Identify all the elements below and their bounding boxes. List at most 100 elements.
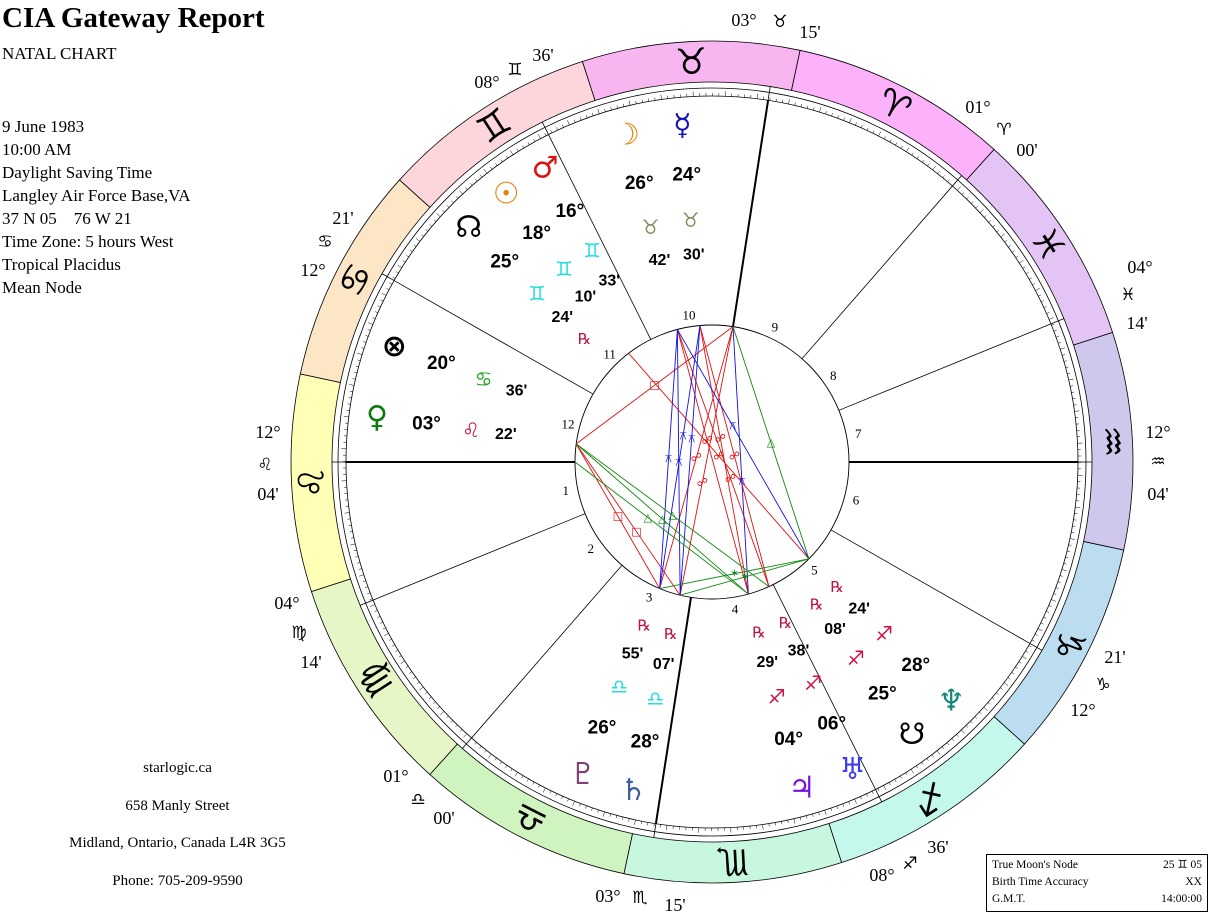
sun-icon: ☉︎ [493,176,520,211]
degree-tick [634,819,636,825]
node-type: Mean Node [2,278,82,297]
degree-tick [361,347,365,349]
zodiac-glyph-leo: ♌︎ [291,465,334,499]
planet-degree: 03° [412,413,441,434]
degree-tick [1067,372,1071,375]
planet-sign-icon: ♊︎ [583,239,601,263]
opposition-aspect-icon: ☍ [725,472,736,485]
degree-tick [538,784,541,788]
degree-tick [533,138,536,142]
degree-tick [1059,575,1063,577]
degree-tick [782,99,784,103]
degree-tick [355,365,359,368]
degree-tick [1029,277,1032,280]
cusp-marker [462,737,472,749]
degree-tick [357,359,361,361]
aspect-line-mc-neptune [732,326,810,559]
planet-minutes: 29' [756,654,778,671]
planet-sign-icon: ♌︎ [462,418,480,442]
saturn-icon: ♄︎ [620,773,647,808]
degree-tick [365,586,369,589]
aspect-line-mercury-pluto [659,325,701,589]
cusp-1-min: 04' [257,484,278,504]
degree-tick [388,638,392,641]
degree-tick [567,798,569,802]
cusp-marker [952,175,962,187]
cusp-8-min: 14' [1126,313,1147,333]
house-cusp-line-6 [830,529,1031,644]
birth-time: 10:00 AM [2,140,72,159]
retrograde-icon: ℞ [752,624,765,642]
cusp-1-deg: 12° [255,422,280,442]
planet-north-node: ☊︎ 25° ♊︎ 24' ℞ [455,210,591,348]
degree-tick [946,742,950,746]
cusp-5-min: 36' [927,837,948,857]
degree-tick [996,692,999,695]
degree-tick [922,159,925,163]
degree-tick [1041,300,1044,303]
degree-tick [1055,335,1059,338]
degree-tick [437,706,440,709]
aspect-line-mercury-uranus [699,325,770,587]
degree-tick [421,234,425,237]
degree-tick [1060,347,1066,350]
degree-tick [899,775,902,779]
degree-tick [975,205,978,209]
degree-tick [622,103,625,107]
planet-neptune: ♆︎ 28° ♐︎ 24'℞ [831,578,965,718]
opposition-aspect-icon: ☍ [702,434,713,447]
house-cusp-line-12 [393,280,594,395]
phone: Phone: 705-209-9590 [112,872,243,889]
retrograde-icon: ℞ [810,596,823,614]
degree-tick [343,416,349,418]
degree-tick [942,175,945,178]
planet-venus: ♀︎ 03° ♌︎ 22' [366,400,517,443]
degree-tick [377,305,381,308]
degree-tick [1007,677,1011,680]
cusp-9-deg: 01° [965,97,990,117]
degree-tick [987,702,991,705]
degree-tick [936,750,941,755]
degree-tick [370,604,376,607]
degree-tick [774,822,776,826]
degree-tick [756,93,758,99]
house-number-7: 7 [855,426,862,441]
degree-tick [1065,366,1069,368]
degree-tick [514,772,518,777]
cusp-7-sign: ♒︎ [1150,452,1165,472]
degree-tick [1055,587,1059,589]
degree-tick [628,818,630,822]
degree-tick [965,725,969,728]
degree-tick [1069,538,1075,540]
degree-tick [413,244,417,247]
degree-tick [900,145,903,149]
degree-tick [537,134,541,139]
aspect-line-mc-jupiter [732,326,749,595]
coordinates: 37 N 05 76 W 21 [2,209,132,228]
degree-tick [425,229,428,232]
degree-tick [951,738,954,741]
planet-uranus: ♅︎ 06° ♐︎ 38' ℞ [779,614,866,787]
cusp-8-deg: 04° [1127,257,1152,277]
degree-tick [381,292,387,296]
degree-tick [830,808,832,812]
degree-tick [358,574,364,577]
quincunx-aspect-icon: ⚻ [679,430,686,443]
degree-tick [446,715,449,719]
degree-tick [374,610,378,612]
house-cusp-line-5 [772,584,876,790]
degree-tick [374,311,378,313]
degree-tick [429,224,433,227]
opposition-aspect-icon: ☍ [691,451,702,464]
aspect-line-mc-pluto [659,326,734,589]
cusp-marker [381,273,395,281]
degree-tick [1063,563,1067,565]
degree-tick [416,681,420,684]
degree-tick [1048,317,1054,320]
cusp-7-min: 04' [1147,484,1168,504]
house-number-3: 3 [646,590,653,605]
house-cusp-line-4 [654,597,692,824]
degree-tick [604,108,606,112]
degree-tick [521,775,524,779]
degree-tick [660,94,662,100]
